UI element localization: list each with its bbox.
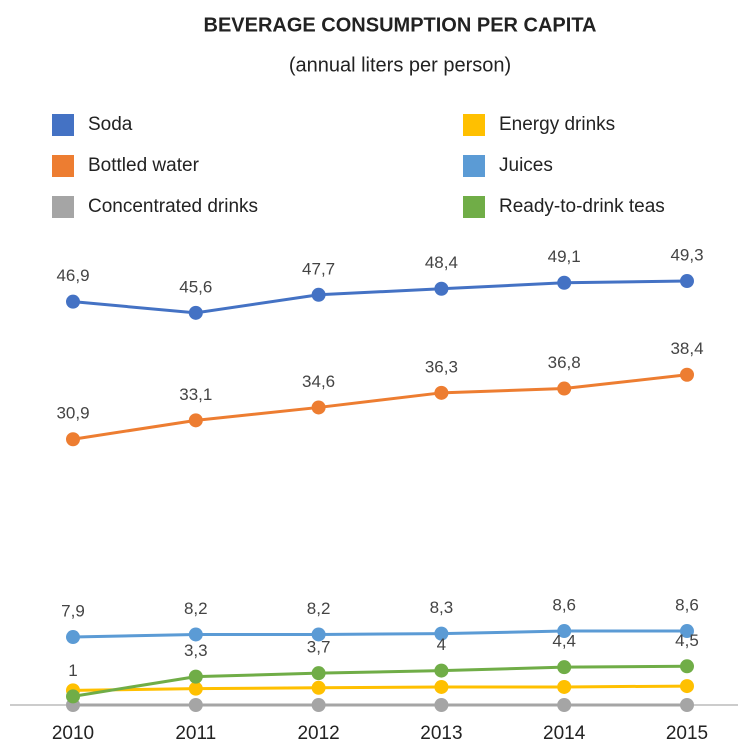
data-label: 7,9 [61,602,85,621]
data-label: 45,6 [179,277,212,296]
point [557,698,572,712]
data-label: 3,7 [307,638,331,657]
data-label: 4,5 [675,631,699,650]
point [434,663,449,678]
data-label: 33,1 [179,385,212,404]
point [557,660,572,675]
point [680,698,694,712]
point [311,287,326,302]
series-line [72,279,688,315]
data-label: 34,6 [302,372,335,391]
data-label: 8,2 [307,599,331,618]
data-label: 38,4 [670,339,703,358]
point [557,624,572,639]
point [680,274,694,289]
data-label: 46,9 [56,266,89,285]
legend-swatch [463,114,485,136]
legend-swatch [463,155,485,177]
point [434,698,449,712]
x-tick-label: 2010 [52,723,94,744]
data-label: 3,3 [184,641,208,660]
series-line [72,373,688,441]
data-label: 36,3 [425,357,458,376]
point [557,381,572,396]
point [680,659,694,674]
legend-label: Juices [499,155,553,176]
chart-subtitle: (annual liters per person) [289,54,511,76]
series-line [72,629,687,639]
data-label: 4 [437,635,446,654]
legend-swatch [52,155,74,177]
point [311,400,326,415]
legend-swatch [463,196,485,218]
data-label: 36,8 [548,353,581,372]
point [188,698,203,712]
x-tick-label: 2014 [543,723,586,744]
data-label: 8,6 [675,596,699,615]
point [188,627,203,642]
point [434,385,449,400]
legend-label: Soda [88,114,133,135]
legend-label: Energy drinks [499,114,615,135]
point [680,624,694,639]
point [434,679,449,694]
point [557,679,572,694]
point [188,305,203,320]
data-label: 8,3 [430,598,454,617]
point [311,666,326,681]
data-label: 8,2 [184,599,208,618]
point [66,432,80,447]
point [434,626,449,641]
point [188,669,203,684]
point [680,679,694,694]
point [311,698,326,712]
data-label: 8,6 [552,596,576,615]
series-line [72,664,688,698]
point [66,689,80,704]
point [66,630,80,645]
data-label: 1 [68,661,77,680]
point [680,367,694,382]
point [434,281,449,296]
data-label: 48,4 [425,253,458,272]
legend-label: Bottled water [88,155,200,176]
data-label: 49,3 [670,246,703,265]
legend-swatch [52,196,74,218]
point [557,275,572,290]
point [66,294,80,309]
data-label: 4,4 [552,632,576,651]
series-line [72,684,688,692]
data-label: 30,9 [56,404,89,423]
x-tick-label: 2013 [420,723,462,744]
x-tick-label: 2015 [666,723,708,744]
point [188,681,203,696]
data-label: 49,1 [548,247,581,266]
point [311,627,326,642]
point [311,680,326,695]
chart-title: BEVERAGE CONSUMPTION PER CAPITA [204,14,597,36]
legend-swatch [52,114,74,136]
x-tick-label: 2011 [175,723,216,744]
legend-label: Concentrated drinks [88,196,258,217]
x-tick-label: 2012 [297,723,339,744]
legend-label: Ready-to-drink teas [499,196,665,217]
point [188,413,203,428]
data-label: 47,7 [302,259,335,278]
